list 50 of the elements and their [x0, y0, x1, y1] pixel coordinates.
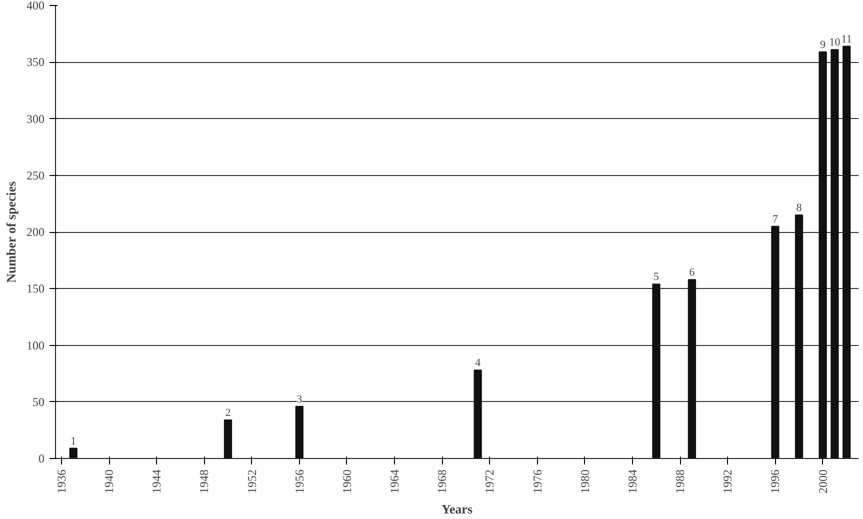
x-tick-label: 1944 [150, 470, 164, 494]
bar [794, 214, 804, 458]
bar [474, 370, 482, 458]
annotation: 2 [225, 406, 231, 419]
x-tick-label: 1996 [768, 470, 782, 494]
x-tick-label: 1972 [482, 470, 497, 494]
x-axis-title: Years [441, 502, 473, 516]
bar [842, 46, 851, 458]
bar [69, 448, 78, 458]
x-tick-label: 1980 [578, 470, 592, 494]
x-tick-label: 1948 [197, 470, 212, 494]
annotation: 8 [796, 202, 802, 214]
y-tick-label: 50 [32, 394, 44, 409]
bar [295, 406, 304, 458]
bar [688, 279, 696, 458]
x-tick-label: 1988 [673, 470, 688, 494]
x-tick-label: 1960 [340, 470, 354, 494]
y-tick-label: 100 [26, 338, 44, 352]
annotation: 1 [70, 435, 76, 448]
x-tick-label: 1936 [54, 470, 68, 494]
y-tick-label: 400 [26, 0, 44, 12]
y-axis-title: Number of species [4, 181, 18, 283]
x-tick-label: 1956 [292, 470, 306, 494]
x-tick-label: 1964 [388, 470, 402, 494]
bar [224, 419, 232, 458]
bar [652, 284, 660, 458]
y-tick-label: 250 [26, 168, 44, 182]
annotation: 4 [475, 357, 482, 370]
y-tick-label: 200 [26, 225, 44, 239]
y-tick-label: 150 [26, 282, 44, 296]
annotation: 6 [689, 266, 696, 279]
annotation: 3 [296, 393, 303, 406]
x-tick-label: 1984 [625, 470, 640, 494]
bar [830, 49, 839, 458]
x-tick-label: 1952 [244, 470, 259, 494]
y-tick-label: 300 [26, 112, 44, 126]
y-tick-label: 0 [38, 452, 44, 466]
bar [771, 226, 780, 458]
annotation: 10 [829, 36, 841, 49]
annotation: 5 [654, 271, 660, 284]
x-tick-label: 2000 [816, 470, 830, 494]
x-tick-label: 1940 [102, 470, 116, 494]
annotation: 11 [841, 33, 852, 46]
y-tick-label: 350 [26, 55, 44, 70]
x-tick-label: 1968 [435, 470, 450, 494]
annotation: 9 [820, 38, 826, 51]
x-tick-label: 1976 [530, 470, 544, 494]
annotation: 7 [772, 213, 778, 226]
bar [818, 51, 827, 458]
x-tick-label: 1992 [720, 470, 735, 494]
